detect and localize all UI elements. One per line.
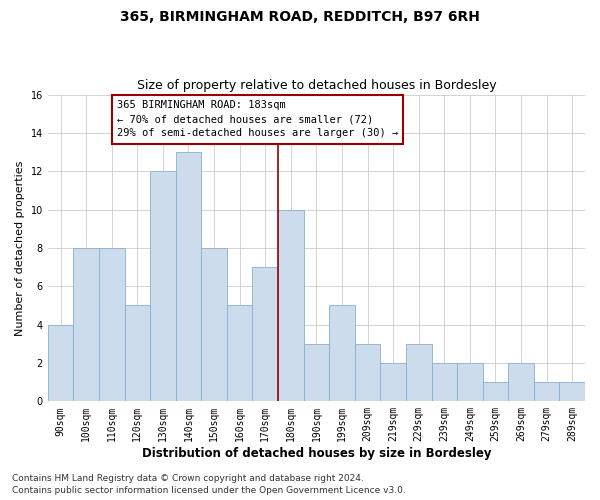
Bar bbox=[329, 306, 355, 402]
Bar bbox=[73, 248, 99, 402]
Bar bbox=[431, 363, 457, 402]
Bar bbox=[176, 152, 201, 402]
Bar bbox=[534, 382, 559, 402]
Bar bbox=[253, 267, 278, 402]
Bar bbox=[380, 363, 406, 402]
Bar bbox=[201, 248, 227, 402]
Bar bbox=[278, 210, 304, 402]
Bar bbox=[355, 344, 380, 402]
Bar bbox=[150, 171, 176, 402]
Bar bbox=[99, 248, 125, 402]
Bar bbox=[304, 344, 329, 402]
Bar bbox=[508, 363, 534, 402]
Y-axis label: Number of detached properties: Number of detached properties bbox=[15, 160, 25, 336]
Text: 365, BIRMINGHAM ROAD, REDDITCH, B97 6RH: 365, BIRMINGHAM ROAD, REDDITCH, B97 6RH bbox=[120, 10, 480, 24]
X-axis label: Distribution of detached houses by size in Bordesley: Distribution of detached houses by size … bbox=[142, 447, 491, 460]
Bar bbox=[457, 363, 482, 402]
Text: 365 BIRMINGHAM ROAD: 183sqm
← 70% of detached houses are smaller (72)
29% of sem: 365 BIRMINGHAM ROAD: 183sqm ← 70% of det… bbox=[117, 100, 398, 138]
Bar bbox=[559, 382, 585, 402]
Bar bbox=[406, 344, 431, 402]
Bar bbox=[482, 382, 508, 402]
Bar bbox=[125, 306, 150, 402]
Bar bbox=[48, 324, 73, 402]
Bar bbox=[227, 306, 253, 402]
Title: Size of property relative to detached houses in Bordesley: Size of property relative to detached ho… bbox=[137, 79, 496, 92]
Text: Contains HM Land Registry data © Crown copyright and database right 2024.
Contai: Contains HM Land Registry data © Crown c… bbox=[12, 474, 406, 495]
